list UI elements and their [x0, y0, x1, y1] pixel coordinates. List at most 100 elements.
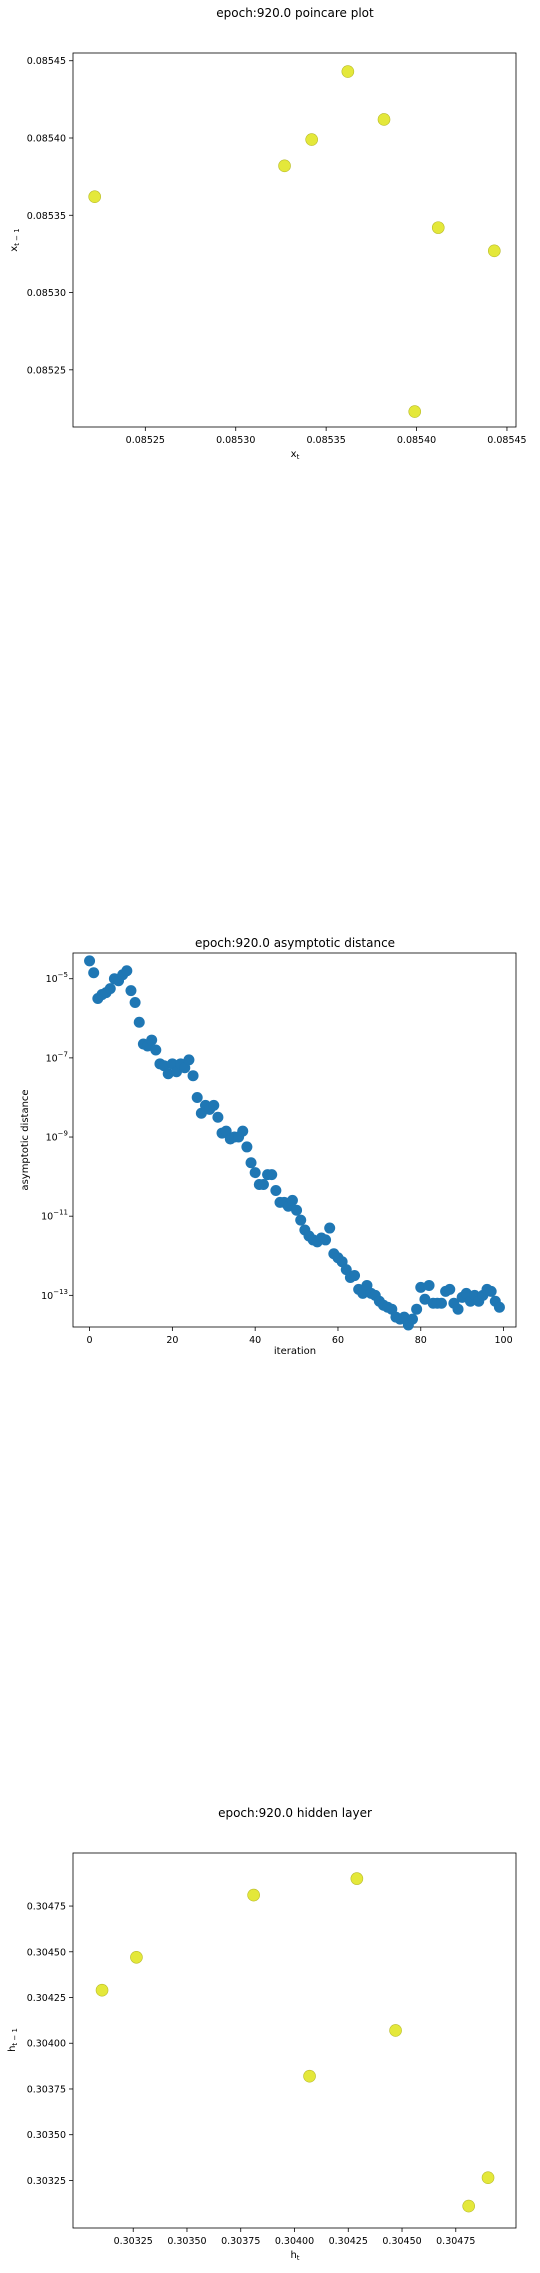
chart-title: epoch:920.0 poincare plot [216, 6, 374, 20]
data-point [408, 405, 422, 418]
y-tick-label: 10−5 [46, 971, 68, 985]
y-tick-label: 0.08525 [27, 365, 66, 376]
chart-title: epoch:920.0 hidden layer [218, 1806, 372, 1820]
data-point [241, 1141, 253, 1153]
y-tick-label: 0.08540 [27, 134, 66, 145]
x-tick-label: 0.08535 [306, 435, 345, 446]
data-point [88, 967, 100, 979]
data-point [415, 1281, 427, 1293]
x-tick-label: 0.08540 [397, 435, 436, 446]
x-tick-label: 100 [495, 1335, 513, 1346]
data-point [303, 2069, 316, 2083]
data-point [191, 1091, 203, 1103]
poincare-plot-svg: epoch:920.0 poincare plot 0.08525 0.08530… [9, 6, 527, 461]
data-point [295, 1214, 307, 1226]
x-axis-label: iteration [274, 1346, 316, 1357]
x-tick-label: 0.08525 [126, 435, 165, 446]
data-point [257, 1179, 269, 1191]
data-point [435, 1297, 447, 1309]
y-axis-label: ht − 1 [7, 2028, 19, 2052]
data-point [341, 65, 355, 78]
asymptotic-distance-svg: epoch:920.0 asymptotic distance 0 20 40 60 8… [20, 936, 517, 1357]
data-point [377, 113, 391, 126]
y-tick-label: 0.30425 [27, 1993, 66, 2004]
y-tick-label: 0.08545 [27, 56, 66, 67]
data-point [324, 1222, 336, 1234]
x-tick-label: 0.30425 [329, 2236, 368, 2247]
data-point [481, 2171, 495, 2184]
y-tick-label: 0.30375 [27, 2084, 66, 2095]
x-tick-label: 0.30325 [114, 2236, 153, 2247]
data-point [146, 1034, 158, 1046]
data-point [270, 1184, 282, 1196]
data-point [133, 1016, 145, 1028]
data-point [419, 1293, 431, 1305]
data-point [247, 1888, 260, 1902]
data-point [349, 1270, 361, 1282]
x-tick-label: 0.30375 [221, 2236, 260, 2247]
data-point [485, 1285, 497, 1297]
x-tick-label: 0 [87, 1335, 93, 1346]
data-point [266, 1169, 278, 1181]
hidden-layer-svg: epoch:920.0 hidden layer 0.30325 0.30350 0… [7, 1806, 517, 2262]
plot-area-frame [72, 952, 517, 1328]
data-point [488, 244, 501, 258]
data-point [286, 1194, 298, 1206]
data-point [411, 1303, 423, 1315]
y-tick-label: 0.30400 [27, 2039, 66, 2050]
chart-title: epoch:920.0 asymptotic distance [195, 936, 395, 950]
data-point [237, 1125, 249, 1137]
data-point [84, 955, 96, 967]
data-point [183, 1054, 195, 1066]
data-point [95, 1983, 109, 1997]
y-tick-label: 10−11 [41, 1209, 68, 1223]
data-point [187, 1070, 199, 1082]
y-tick-label: 0.30325 [27, 2176, 66, 2187]
x-tick-label: 0.30350 [167, 2236, 206, 2247]
x-axis-label: ht [290, 2250, 299, 2262]
y-axis-label: asymptotic distance [20, 1089, 31, 1190]
x-tick-label: 60 [332, 1335, 344, 1346]
data-point [150, 1044, 162, 1056]
data-point [121, 965, 133, 977]
x-tick-label: 20 [166, 1335, 178, 1346]
y-tick-label: 0.30450 [27, 1947, 66, 1958]
data-point [444, 1283, 456, 1295]
data-point [125, 985, 137, 997]
data-point [389, 2024, 402, 2037]
x-tick-label: 40 [249, 1335, 261, 1346]
plot-area-frame [72, 1852, 517, 2229]
y-axis-label: xt − 1 [9, 228, 21, 251]
data-point [212, 1111, 224, 1123]
plot-area-frame [72, 52, 517, 428]
poincare-chart: epoch:920.0 poincare plot 0.08525 0.08530… [0, 0, 540, 470]
y-tick-label: 10−7 [46, 1050, 68, 1064]
x-axis-label: xt [291, 449, 300, 461]
x-tick-label: 80 [415, 1335, 427, 1346]
y-tick-label: 10−9 [46, 1130, 68, 1144]
data-point [452, 1303, 464, 1315]
data-point [350, 1872, 364, 1885]
hidden-layer-chart: epoch:920.0 hidden layer 0.30325 0.30350 0… [0, 1790, 540, 2269]
y-tick-label: 0.08535 [27, 211, 66, 222]
x-tick-label: 0.08530 [216, 435, 255, 446]
data-point [129, 996, 141, 1008]
data-point [130, 1950, 143, 1964]
y-tick-label: 0.30350 [27, 2130, 66, 2141]
data-point [305, 133, 318, 146]
data-point [162, 1068, 174, 1080]
asymptotic-distance-chart: epoch:920.0 asymptotic distance 0 20 40 60 8… [0, 930, 540, 1370]
data-point [406, 1313, 418, 1325]
data-point [423, 1279, 435, 1291]
data-point [431, 221, 445, 234]
data-point [291, 1204, 303, 1216]
data-point [462, 2199, 475, 2213]
data-point [493, 1301, 505, 1313]
data-point [104, 983, 116, 995]
data-point [245, 1157, 257, 1169]
data-point [278, 159, 291, 173]
y-tick-label: 0.30475 [27, 1902, 66, 1913]
x-tick-label: 0.30450 [382, 2236, 421, 2247]
x-tick-label: 0.08545 [487, 435, 526, 446]
data-point [320, 1234, 332, 1246]
